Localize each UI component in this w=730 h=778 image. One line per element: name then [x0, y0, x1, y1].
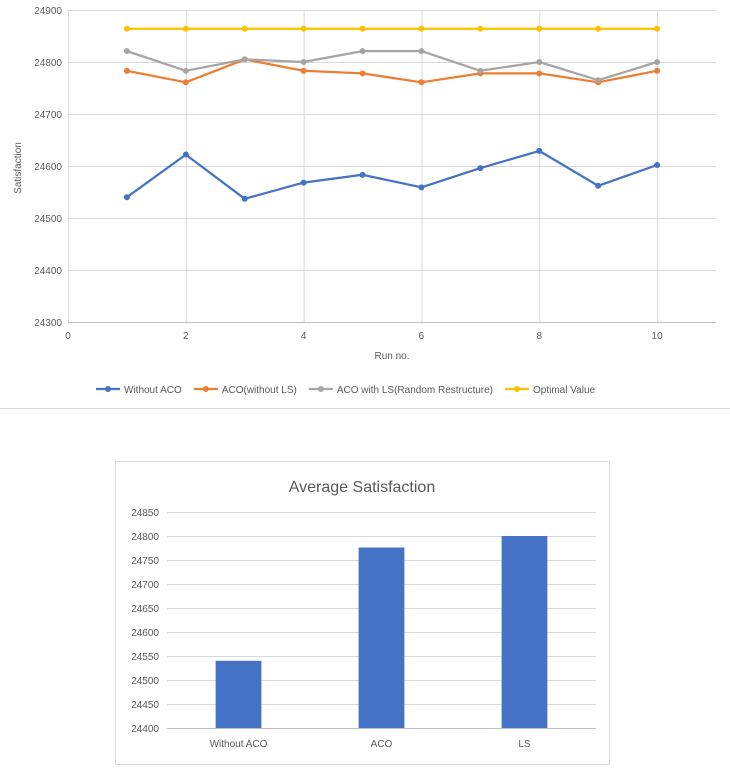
line-chart-y-ticks: 24300 24400 24500 24600 24700 24800 24900: [34, 6, 62, 329]
bar-chart-bars: [215, 536, 548, 728]
series-3-point: [182, 25, 189, 32]
series-1-point: [123, 67, 130, 74]
legend-marker-0: [105, 386, 111, 392]
y-tick-label: 24600: [34, 162, 62, 173]
y-axis-label: Satisfaction: [13, 142, 24, 194]
series-1-point: [182, 79, 189, 86]
series-3-point: [595, 25, 602, 32]
series-2-point: [241, 56, 248, 63]
x-tick-label: 2: [183, 331, 189, 342]
series-1-point: [654, 67, 661, 74]
series-3-point: [654, 25, 661, 32]
bar-chart-title: Average Satisfaction: [289, 479, 435, 496]
series-0-point: [359, 171, 366, 178]
series-2-point: [595, 77, 602, 84]
line-chart-x-ticks: 0 2 4 6 8 10: [65, 331, 663, 342]
series-3-point: [418, 25, 425, 32]
series-2-point: [418, 48, 425, 55]
series-1-point: [418, 79, 425, 86]
series-2-point: [536, 59, 543, 65]
y-tick-label: 24300: [34, 318, 62, 329]
series-1-point: [300, 67, 307, 74]
legend-label-1: ACO(without LS): [222, 385, 297, 396]
bar-0: [215, 660, 262, 728]
bar-y-tick-label: 24500: [131, 676, 159, 687]
legend-marker-3: [514, 386, 521, 392]
bar-y-tick-label: 24400: [131, 724, 159, 735]
series-1-point: [359, 70, 366, 77]
line-chart-legend: Without ACO ACO(without LS) ACO with LS(Ra…: [96, 385, 596, 396]
series-2-point: [477, 67, 484, 74]
x-axis-label: Run no.: [374, 351, 409, 362]
y-tick-label: 24500: [34, 214, 62, 225]
y-tick-label: 24400: [34, 266, 62, 277]
bar-y-tick-label: 24750: [131, 556, 159, 567]
series-0-point: [300, 179, 307, 186]
bar-y-tick-label: 24700: [131, 580, 159, 591]
legend-label-2: ACO with LS(Random Restructure): [337, 385, 493, 396]
series-3-point: [536, 25, 543, 32]
legend-label-3: Optimal Value: [533, 385, 596, 396]
bar-category-label: ACO: [371, 739, 393, 750]
bar-y-tick-label: 24600: [131, 628, 159, 639]
line-chart: 24300 24400 24500 24600 24700 24800 24900 0 2 4 6…: [13, 6, 716, 396]
series-0-point: [536, 147, 543, 154]
series-line-2: [126, 49, 658, 82]
series-3-point: [123, 25, 130, 32]
series-3-point: [477, 25, 484, 32]
bar-chart-x-ticks: Without ACO ACO LS: [210, 739, 531, 750]
legend-label-0: Without ACO: [124, 385, 182, 396]
bar-y-tick-label: 24850: [131, 508, 159, 519]
y-tick-label: 24900: [34, 6, 62, 17]
series-0-point: [123, 194, 130, 201]
x-tick-label: 10: [652, 331, 664, 342]
series-0-point: [654, 161, 661, 168]
series-3-point: [300, 25, 307, 32]
series-2-point: [359, 48, 366, 55]
series-3-point: [241, 25, 248, 32]
y-tick-label: 24800: [34, 58, 62, 69]
line-chart-grid: [68, 10, 716, 323]
bar-y-tick-label: 24550: [131, 652, 159, 663]
line-chart-series: [123, 25, 661, 202]
series-1-point: [536, 70, 543, 77]
x-tick-label: 0: [65, 331, 71, 342]
bar-y-tick-label: 24800: [131, 532, 159, 543]
series-line-1: [126, 58, 658, 84]
series-0-point: [595, 182, 602, 189]
bar-y-tick-label: 24450: [131, 700, 159, 711]
series-2-point: [123, 48, 130, 55]
y-tick-label: 24700: [34, 110, 62, 121]
chart-separator: [0, 408, 730, 409]
series-0-point: [182, 151, 189, 158]
legend-marker-2: [317, 386, 324, 392]
bar-category-label: Without ACO: [210, 739, 268, 750]
series-2-point: [654, 59, 661, 65]
bar-chart: Average Satisfaction 24400 24450 24500 2455…: [115, 461, 610, 765]
x-tick-label: 4: [301, 331, 307, 342]
series-0-point: [418, 184, 425, 191]
series-3-point: [359, 25, 366, 32]
series-line-0: [126, 149, 658, 200]
x-tick-label: 8: [536, 331, 542, 342]
series-0-point: [241, 195, 248, 202]
bar-1: [358, 547, 405, 728]
series-0-point: [477, 165, 484, 172]
series-2-point: [182, 67, 189, 74]
legend-marker-1: [202, 386, 209, 392]
bar-chart-y-ticks: 24400 24450 24500 24550 24600 24650 24700 24750…: [131, 508, 159, 735]
x-tick-label: 6: [419, 331, 425, 342]
bar-category-label: LS: [518, 739, 531, 750]
bar-y-tick-label: 24650: [131, 604, 159, 615]
bar-2: [501, 536, 548, 728]
series-2-point: [300, 59, 307, 65]
